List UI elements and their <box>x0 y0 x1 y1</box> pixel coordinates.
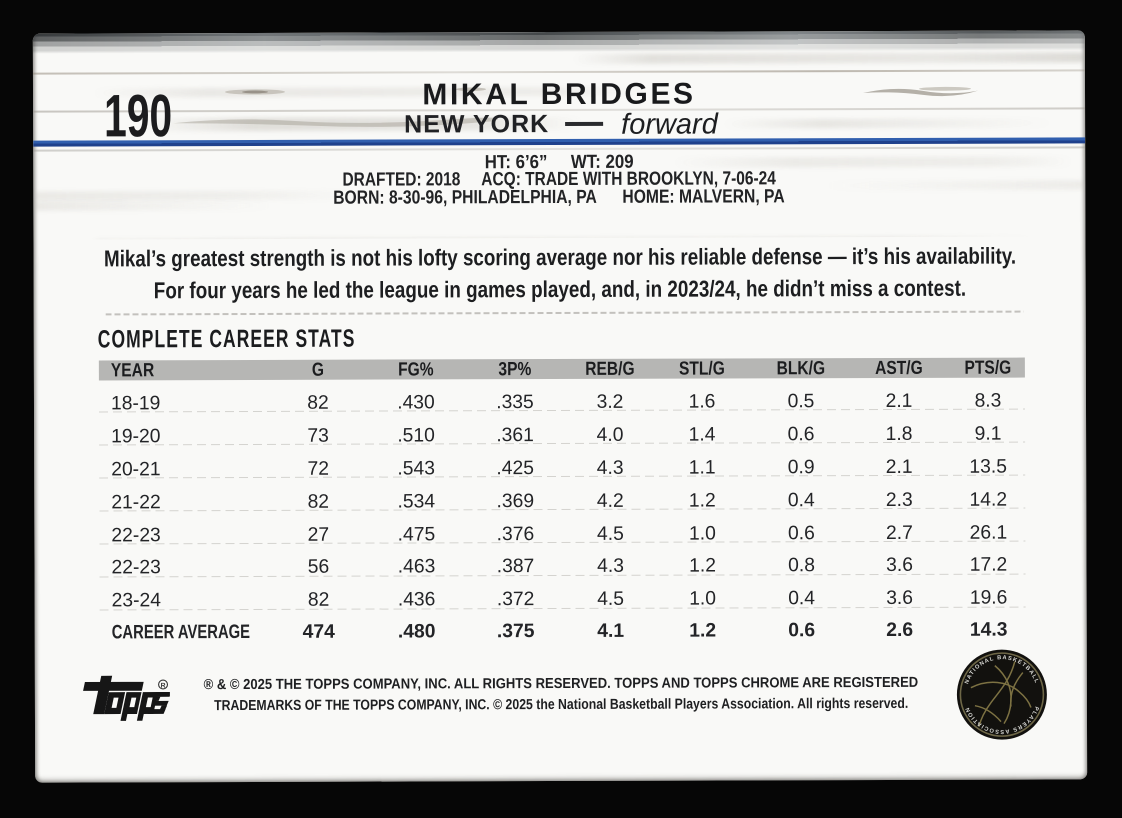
svg-text:R: R <box>161 683 166 690</box>
